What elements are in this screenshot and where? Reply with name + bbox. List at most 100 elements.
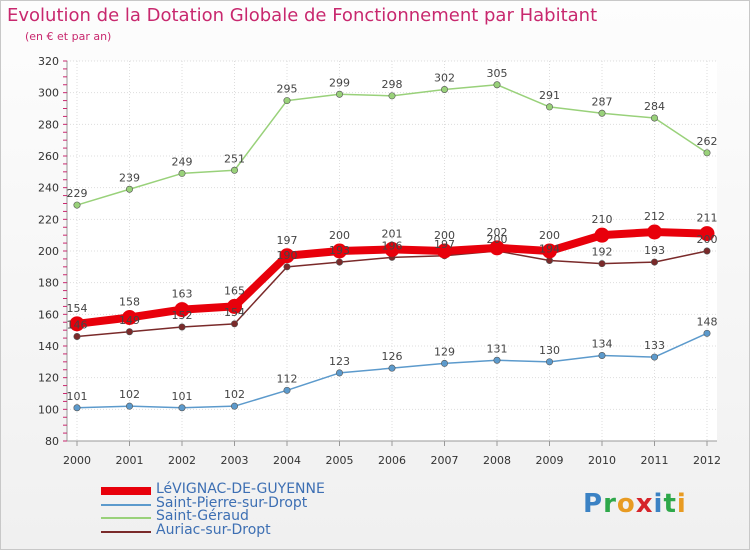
- data-label: 200: [329, 229, 350, 242]
- data-point: [283, 386, 291, 394]
- data-point: [283, 263, 291, 271]
- data-label: 101: [67, 390, 88, 403]
- data-point: [703, 149, 711, 157]
- data-label: 305: [487, 67, 508, 80]
- data-point: [545, 103, 553, 111]
- data-label: 130: [539, 344, 560, 357]
- data-label: 148: [697, 315, 718, 328]
- data-label: 154: [224, 306, 245, 319]
- data-label: 123: [329, 355, 350, 368]
- legend-label: Auriac-sur-Dropt: [156, 521, 271, 538]
- data-point: [279, 248, 295, 264]
- data-point: [388, 364, 396, 372]
- x-tick-label: 2009: [536, 454, 564, 467]
- data-point: [122, 310, 137, 325]
- data-point: [703, 247, 711, 255]
- y-tick-label: 220: [38, 213, 59, 226]
- data-label: 196: [382, 239, 403, 252]
- data-point: [227, 298, 242, 314]
- data-point: [493, 356, 501, 364]
- data-point: [178, 404, 186, 412]
- data-label: 102: [119, 388, 140, 401]
- x-tick-label: 2003: [221, 454, 249, 467]
- y-tick-label: 320: [38, 55, 59, 68]
- data-point: [384, 241, 400, 257]
- y-tick-label: 200: [38, 245, 59, 258]
- brand-letter: o: [616, 489, 636, 519]
- legend-label: Saint-Géraud: [156, 508, 249, 524]
- data-point: [73, 201, 81, 209]
- data-label: 126: [382, 350, 403, 363]
- x-tick-label: 2000: [63, 454, 91, 467]
- data-label: 229: [67, 187, 88, 200]
- data-label: 154: [67, 302, 88, 315]
- data-label: 146: [67, 319, 88, 332]
- data-point: [489, 240, 505, 256]
- data-label: 284: [644, 100, 665, 113]
- legend-swatch: [101, 517, 151, 519]
- data-point: [231, 320, 239, 328]
- data-point: [594, 227, 610, 243]
- data-point: [650, 114, 658, 122]
- legend-label: Saint-Pierre-sur-Dropt: [156, 494, 308, 511]
- data-point: [598, 109, 606, 117]
- brand-letter: P: [583, 489, 604, 519]
- data-label: 112: [277, 372, 298, 385]
- data-label: 129: [434, 345, 455, 358]
- x-tick-label: 2004: [273, 454, 301, 467]
- data-point: [647, 224, 662, 240]
- brand-letter: t: [663, 489, 677, 519]
- data-point: [703, 329, 711, 337]
- data-label: 192: [592, 246, 613, 259]
- data-point: [545, 358, 553, 366]
- data-label: 302: [434, 72, 455, 85]
- y-tick-label: 120: [38, 372, 59, 385]
- data-point: [335, 258, 343, 266]
- y-tick-label: 160: [38, 308, 59, 321]
- brand-letter: i: [676, 489, 687, 519]
- data-label: 212: [644, 210, 665, 223]
- brand-letter: x: [635, 489, 654, 519]
- data-label: 200: [539, 229, 560, 242]
- data-point: [178, 169, 186, 177]
- data-point: [598, 260, 606, 268]
- data-point: [231, 402, 239, 410]
- data-label: 298: [382, 78, 403, 91]
- data-point: [493, 81, 501, 89]
- data-label: 194: [539, 243, 560, 256]
- data-point: [650, 258, 658, 266]
- data-point: [231, 166, 239, 174]
- data-point: [335, 369, 343, 377]
- data-label: 202: [487, 226, 508, 239]
- x-tick-label: 2008: [483, 454, 511, 467]
- x-tick-label: 2010: [588, 454, 616, 467]
- data-label: 291: [539, 89, 560, 102]
- data-point: [335, 90, 343, 98]
- x-tick-label: 2012: [693, 454, 721, 467]
- data-label: 101: [172, 390, 193, 403]
- data-label: 249: [172, 155, 193, 168]
- data-label: 200: [697, 233, 718, 246]
- data-label: 149: [119, 314, 140, 327]
- data-label: 251: [224, 152, 245, 165]
- brand-logo: Proxiti: [583, 489, 687, 519]
- data-point: [174, 302, 190, 318]
- data-point: [73, 404, 81, 412]
- y-tick-label: 260: [38, 150, 59, 163]
- data-point: [440, 359, 448, 367]
- legend-swatch: [101, 503, 151, 506]
- brand-letter: i: [653, 489, 664, 519]
- data-point: [126, 328, 134, 336]
- data-point: [73, 332, 81, 340]
- data-point: [598, 351, 606, 359]
- x-tick-label: 2007: [431, 454, 459, 467]
- data-point: [440, 86, 448, 94]
- data-label: 190: [277, 249, 298, 262]
- brand-letter: r: [603, 489, 617, 519]
- x-tick-label: 2006: [378, 454, 406, 467]
- data-point: [69, 316, 85, 332]
- data-label: 287: [592, 95, 613, 108]
- data-point: [283, 97, 291, 105]
- data-point: [332, 243, 347, 259]
